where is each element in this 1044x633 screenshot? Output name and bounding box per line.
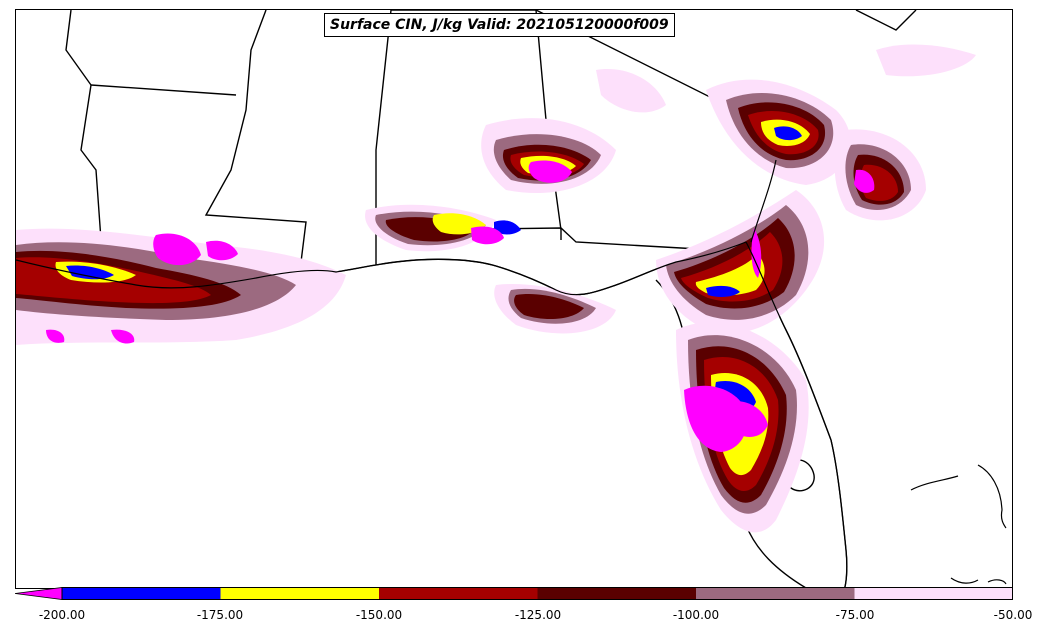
coastline-overlay [16, 241, 747, 296]
colorbar-tick-label: -100.00 [672, 608, 720, 622]
colorbar-tick-label: -50.00 [993, 608, 1033, 622]
state-boundary [855, 10, 917, 31]
state-boundary [90, 84, 237, 96]
colorbar-bin [854, 587, 1013, 600]
florida-east-coast [745, 241, 848, 588]
colorbar-bin [220, 587, 379, 600]
cin-contour-below-200 [46, 160, 875, 452]
colorbar-tick-labels: -200.00 -175.00 -150.00 -125.00 -100.00 … [0, 608, 1044, 628]
colorbar-bin [62, 587, 221, 600]
state-boundary [204, 10, 307, 263]
bahamas-outline [977, 464, 1007, 529]
state-boundary [65, 10, 102, 241]
colorbar-tick-label: -175.00 [196, 608, 244, 622]
colorbar-tick-label: -125.00 [514, 608, 562, 622]
colorbar [15, 587, 1013, 600]
map-title-text: Surface CIN, J/kg Valid: 202105120000f00… [330, 17, 669, 33]
colorbar-bin [696, 587, 855, 600]
colorbar-tick-label: -75.00 [835, 608, 875, 622]
colorbar-bin [379, 587, 538, 600]
colorbar-tick-label: -150.00 [355, 608, 403, 622]
atlantic-coastline [750, 159, 777, 243]
colorbar-extend-triangle [15, 587, 63, 600]
colorbar-tick-label: -200.00 [38, 608, 86, 622]
cin-map [16, 10, 1007, 588]
bahamas-outline [950, 577, 979, 584]
bahamas-outline [910, 475, 959, 491]
bahamas-outline [987, 579, 1007, 585]
colorbar-outline [61, 587, 1013, 600]
colorbar-bin [537, 587, 696, 600]
map-title: Surface CIN, J/kg Valid: 202105120000f00… [324, 13, 675, 37]
map-panel [15, 9, 1013, 589]
